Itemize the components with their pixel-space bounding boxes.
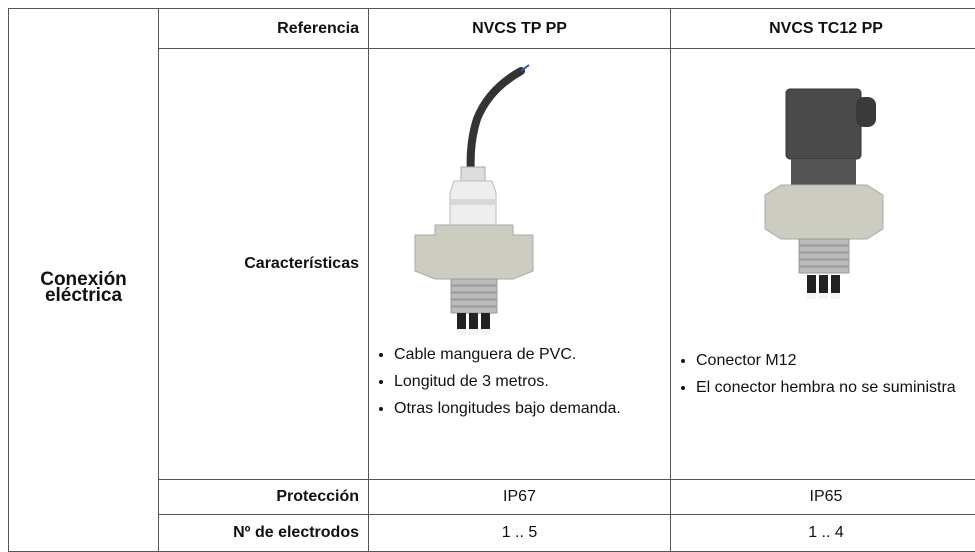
cell: 1 .. 5 [369, 515, 671, 552]
bullet-item: Longitud de 3 metros. [394, 372, 670, 391]
row-label: Protección [159, 480, 369, 515]
row-label: Características [159, 49, 369, 480]
sensor-image [369, 49, 670, 339]
header-row: Conexión eléctrica Referencia NVCS TP PP… [9, 9, 975, 49]
cell: 1 .. 4 [671, 515, 975, 552]
cell: IP65 [671, 480, 975, 515]
header-cell: NVCS TC12 PP [671, 9, 975, 49]
bullet-list: Cable manguera de PVC. Longitud de 3 metr… [369, 345, 670, 418]
section-label: Conexión eléctrica [9, 9, 159, 552]
bullet-item: El conector hembra no se suministra [696, 378, 975, 397]
sensor-image [671, 49, 975, 339]
cell: IP67 [369, 480, 671, 515]
row-label: Nº de electrodos [159, 515, 369, 552]
spec-table: Conexión eléctrica Referencia NVCS TP PP… [8, 8, 975, 552]
bullet-item: Otras longitudes bajo demanda. [394, 399, 670, 418]
bullet-item: Conector M12 [696, 351, 975, 370]
bullet-item: Cable manguera de PVC. [394, 345, 670, 364]
header-label: Referencia [159, 9, 369, 49]
cell: Cable manguera de PVC. Longitud de 3 metr… [369, 49, 671, 480]
header-cell: NVCS TP PP [369, 9, 671, 49]
bullet-list: Conector M12 El conector hembra no se sum… [671, 351, 975, 397]
cell: Conector M12 El conector hembra no se sum… [671, 49, 975, 480]
